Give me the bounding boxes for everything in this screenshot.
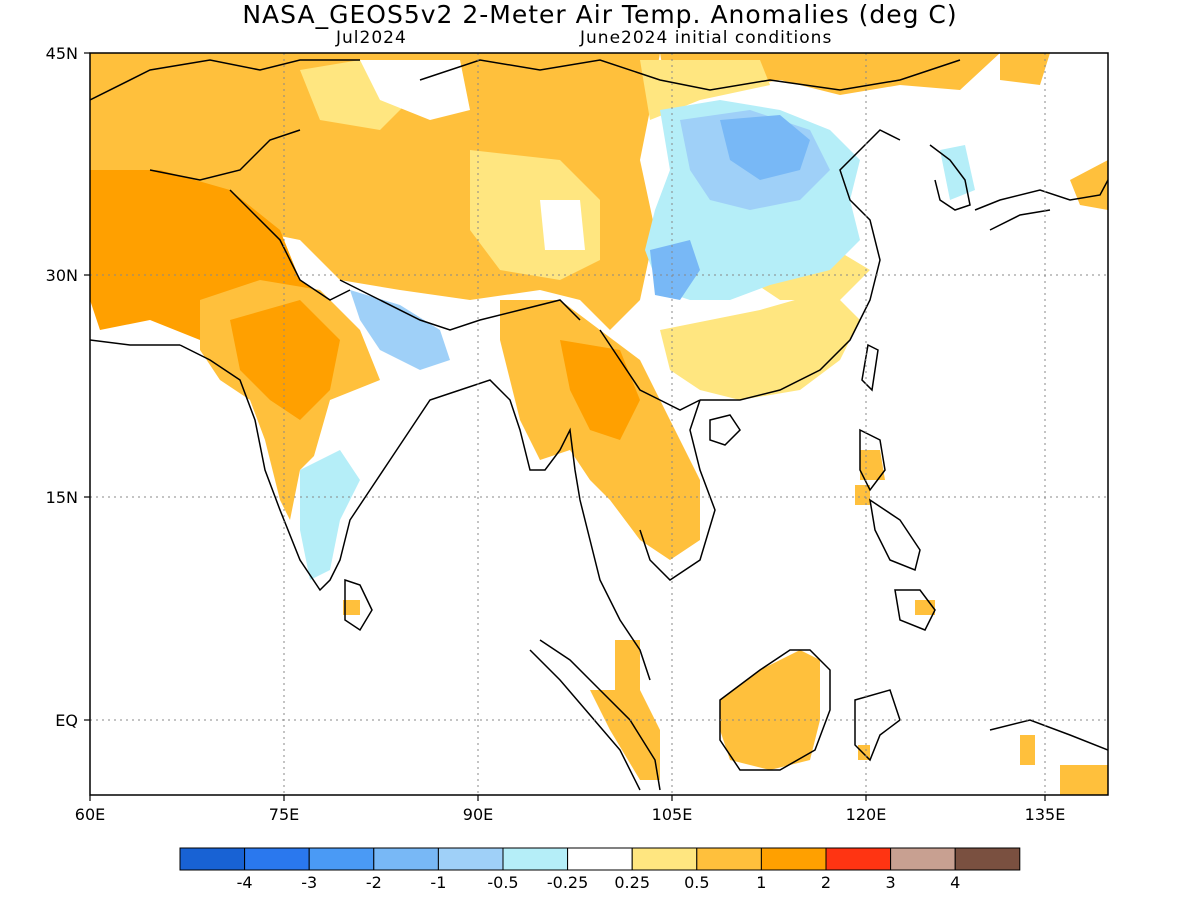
lat-label-15n: 15N [46,488,78,507]
map-frame [89,52,1109,796]
colorbar-swatch [631,847,698,871]
colorbar-legend: -4 -3 -2 -1 -0.5 -0.25 0.25 0.5 1 2 3 4 [179,847,1021,892]
colorbar-swatch [179,847,246,871]
lat-label-45n: 45N [46,44,78,63]
colorbar-swatch [696,847,762,871]
lon-label-105e: 105E [652,805,693,824]
colorbar-label: -3 [301,873,317,892]
colorbar-label: -1 [430,873,446,892]
graticule [90,53,1108,795]
colorbar-label: 0.25 [614,873,650,892]
axis-ticks [84,52,1046,801]
colorbar-label: 1 [756,873,766,892]
colorbar-swatch [502,847,569,871]
colorbar-label: 3 [886,873,896,892]
lon-label-120e: 120E [846,805,887,824]
anomaly-field [90,53,1108,795]
colorbar-label: -4 [237,873,253,892]
lon-label-90e: 90E [463,805,493,824]
anomaly-region-himalaya [350,290,450,370]
colorbar-swatch [890,847,956,871]
colorbar-swatch [373,847,439,871]
colorbar-label: -2 [366,873,382,892]
forecast-month: Jul2024 [336,28,407,48]
colorbar-swatch [760,847,827,871]
initial-conditions: June2024 initial conditions [580,28,833,48]
colorbar-swatch [437,847,504,871]
coastlines [90,59,1108,791]
colorbar-label: 4 [950,873,960,892]
colorbar-swatch [244,847,310,871]
colorbar-label: -0.25 [547,873,588,892]
colorbar-swatch [825,847,892,871]
lon-label-60e: 60E [75,805,105,824]
lon-label-75e: 75E [269,805,299,824]
map-title: NASA_GEOS5v2 2-Meter Air Temp. Anomalies… [242,0,958,29]
anomaly-region-borneo [720,650,820,770]
lon-label-135e: 135E [1025,805,1066,824]
colorbar-label: 2 [821,873,831,892]
colorbar-label: -0.5 [487,873,518,892]
colorbar-swatch [567,847,633,871]
colorbar-label: 0.5 [684,873,709,892]
lat-label-30n: 30N [46,266,78,285]
colorbar-swatch [954,847,1021,871]
lat-label-eq: EQ [55,711,78,730]
colorbar-swatch [308,847,375,871]
